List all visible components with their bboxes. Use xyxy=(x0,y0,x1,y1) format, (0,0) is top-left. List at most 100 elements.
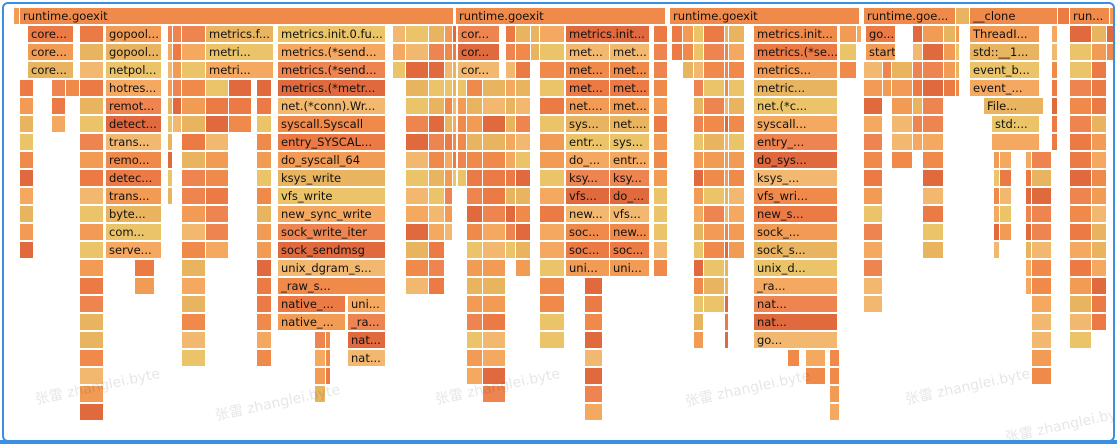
flame-frame[interactable] xyxy=(458,134,467,151)
flame-frame[interactable] xyxy=(1000,224,1012,241)
flame-frame[interactable] xyxy=(516,224,531,241)
flame-frame[interactable] xyxy=(864,134,883,151)
flame-frame[interactable] xyxy=(1058,8,1070,25)
flame-frame[interactable] xyxy=(704,152,725,169)
flame-frame[interactable] xyxy=(864,98,883,115)
flame-frame[interactable] xyxy=(729,206,745,223)
flame-frame[interactable] xyxy=(257,116,272,133)
flame-frame[interactable] xyxy=(393,26,406,43)
flame-frame[interactable] xyxy=(483,386,506,403)
flame-frame[interactable] xyxy=(654,134,668,151)
flame-frame[interactable]: byte... xyxy=(106,206,162,223)
flame-frame[interactable] xyxy=(585,332,603,349)
flame-frame[interactable] xyxy=(830,350,840,367)
flame-frame[interactable] xyxy=(453,44,457,61)
flame-frame[interactable] xyxy=(672,44,683,61)
flame-frame[interactable] xyxy=(173,26,182,43)
flame-frame[interactable]: start_thr... xyxy=(866,44,896,61)
flame-frame[interactable] xyxy=(1092,134,1107,151)
flame-frame[interactable] xyxy=(453,170,457,187)
flame-frame[interactable] xyxy=(80,386,104,403)
flame-frame[interactable] xyxy=(704,62,725,79)
flame-frame[interactable] xyxy=(182,260,206,277)
flame-frame[interactable] xyxy=(694,224,704,241)
flame-frame[interactable] xyxy=(429,170,445,187)
flame-frame[interactable]: trans... xyxy=(106,188,162,205)
flame-frame[interactable] xyxy=(506,188,516,205)
flame-frame[interactable] xyxy=(429,224,445,241)
flame-frame[interactable] xyxy=(923,44,944,61)
flame-frame[interactable]: sock_s... xyxy=(754,242,838,259)
flame-frame[interactable] xyxy=(429,152,445,169)
flame-frame[interactable] xyxy=(1070,224,1092,241)
flame-frame[interactable] xyxy=(1026,278,1032,295)
flame-frame[interactable] xyxy=(1092,152,1107,169)
flame-frame[interactable] xyxy=(694,98,704,115)
flame-frame[interactable] xyxy=(654,152,668,169)
flame-frame[interactable] xyxy=(883,62,892,79)
flame-frame[interactable] xyxy=(80,188,104,205)
flame-frame[interactable] xyxy=(80,404,104,421)
flame-frame[interactable] xyxy=(516,170,531,187)
flame-frame[interactable] xyxy=(864,116,883,133)
flame-frame[interactable] xyxy=(453,134,457,151)
flame-frame[interactable] xyxy=(725,296,729,313)
flame-frame[interactable] xyxy=(913,116,923,133)
flame-frame[interactable] xyxy=(229,116,252,133)
flame-frame[interactable] xyxy=(52,98,66,115)
flame-frame[interactable] xyxy=(483,134,506,151)
flame-frame[interactable] xyxy=(20,170,34,187)
flame-frame[interactable] xyxy=(994,152,1000,169)
flame-frame[interactable] xyxy=(683,26,694,43)
flame-frame[interactable] xyxy=(20,98,34,115)
flame-frame[interactable] xyxy=(206,116,229,133)
flame-frame[interactable] xyxy=(944,26,956,43)
flame-frame[interactable]: met... xyxy=(566,80,610,97)
flame-frame[interactable] xyxy=(540,260,565,277)
flame-frame[interactable] xyxy=(20,134,34,151)
flame-frame[interactable]: remot... xyxy=(106,98,162,115)
flame-frame[interactable] xyxy=(406,224,429,241)
flame-frame[interactable] xyxy=(683,62,694,79)
flame-frame[interactable] xyxy=(540,80,565,97)
flame-frame[interactable] xyxy=(445,44,453,61)
flame-frame[interactable] xyxy=(540,170,565,187)
flame-frame[interactable] xyxy=(654,44,668,61)
flame-frame[interactable]: nat... xyxy=(348,350,386,367)
flame-frame[interactable]: cor... xyxy=(458,26,500,43)
flame-frame[interactable]: sys... xyxy=(610,134,650,151)
flame-frame[interactable]: metrics.init.0.fu... xyxy=(278,26,386,43)
flame-frame[interactable] xyxy=(923,134,944,151)
flame-frame[interactable] xyxy=(830,368,840,385)
flame-frame[interactable] xyxy=(585,404,603,421)
flame-frame[interactable] xyxy=(725,170,729,187)
flame-frame[interactable]: sock_... xyxy=(754,224,838,241)
flame-frame[interactable]: sock_sendmsg xyxy=(278,242,386,259)
flame-frame[interactable] xyxy=(182,44,206,61)
flame-frame[interactable] xyxy=(1032,206,1052,223)
flame-frame[interactable] xyxy=(654,62,668,79)
flame-frame[interactable] xyxy=(540,314,565,331)
flame-frame[interactable] xyxy=(467,116,483,133)
flame-frame[interactable] xyxy=(654,26,668,43)
flame-frame[interactable] xyxy=(1032,296,1052,313)
flame-frame[interactable] xyxy=(257,188,272,205)
flame-frame[interactable] xyxy=(516,62,531,79)
flame-frame[interactable]: entry_... xyxy=(754,134,838,151)
flame-frame[interactable]: serve... xyxy=(106,242,162,259)
flame-frame[interactable] xyxy=(483,170,506,187)
flame-frame[interactable] xyxy=(445,116,453,133)
flame-frame[interactable] xyxy=(654,170,668,187)
flame-frame[interactable] xyxy=(913,80,923,97)
flame-frame[interactable] xyxy=(315,368,326,385)
flame-frame[interactable] xyxy=(1070,314,1092,331)
flame-frame[interactable] xyxy=(923,26,944,43)
flame-frame[interactable] xyxy=(540,98,565,115)
flame-frame[interactable]: sock_write_iter xyxy=(278,224,386,241)
flame-frame[interactable] xyxy=(516,26,531,43)
flame-frame[interactable] xyxy=(467,314,483,331)
flame-frame[interactable]: metri... xyxy=(206,44,274,61)
flame-frame[interactable] xyxy=(729,62,745,79)
flame-frame[interactable] xyxy=(516,152,531,169)
flame-frame[interactable] xyxy=(445,26,453,43)
